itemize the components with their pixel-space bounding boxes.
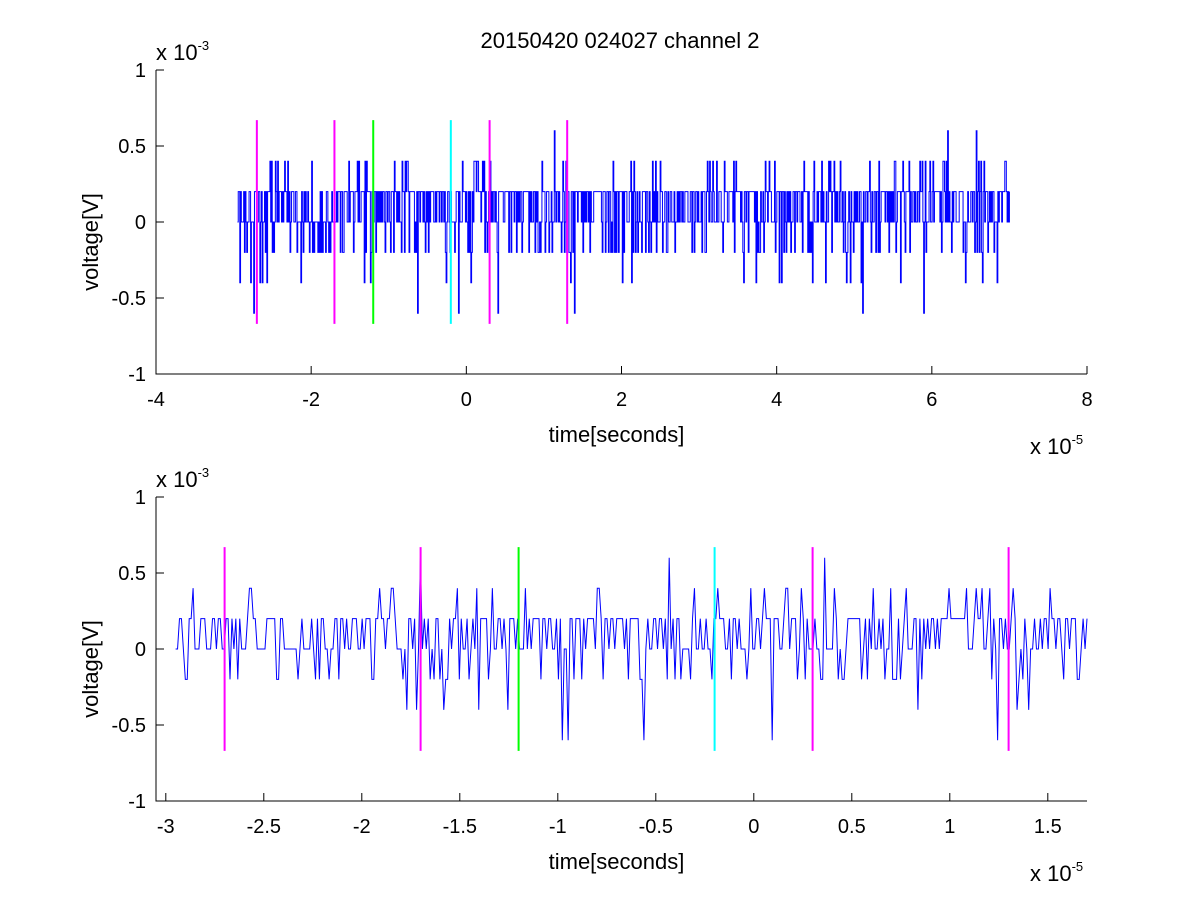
x-tick-label: -1.5	[443, 816, 477, 838]
bottom-y-axis-label: voltage[V]	[78, 620, 103, 718]
y-tick-label: -1	[128, 364, 146, 386]
x-tick-label: 1	[944, 816, 955, 838]
x-tick-label: 6	[926, 389, 937, 411]
top-markers-layer	[255, 120, 569, 324]
bottom-signal-layer	[175, 557, 1088, 741]
y-tick-label: -0.5	[112, 715, 146, 737]
bottom-markers-layer	[223, 547, 1010, 751]
top-x-axis-label: time[seconds]	[549, 422, 685, 447]
y-tick-label: 1	[135, 487, 146, 509]
bottom-y-exponent-power: -3	[198, 465, 210, 480]
signal-trace	[175, 557, 1088, 741]
x-tick-label: 0	[748, 816, 759, 838]
x-tick-label: 4	[771, 389, 782, 411]
bottom-axes: -3 -2.5 -2 -1.5 -1 -0.5 0 0.5 1 1.5 -1 -0.5 0 0.5 1 ti…	[78, 465, 1088, 886]
bottom-ticks-layer: -3 -2.5 -2 -1.5 -1 -0.5 0 0.5 1 1.5 -1 -0.5 0 0.5 1	[112, 487, 1062, 838]
top-x-exponent: x 10-5	[1030, 432, 1083, 459]
x-tick-label: -2	[302, 389, 320, 411]
x-tick-label: -4	[147, 389, 165, 411]
bottom-x-exponent-power: -5	[1072, 859, 1084, 874]
y-tick-label: -0.5	[112, 288, 146, 310]
y-tick-label: 1	[135, 60, 146, 82]
x-tick-label: 0	[461, 389, 472, 411]
bottom-x-axis-label: time[seconds]	[549, 849, 685, 874]
x-tick-label: -3	[157, 816, 175, 838]
x-tick-label: 8	[1081, 389, 1092, 411]
x-tick-label: 1.5	[1034, 816, 1062, 838]
top-y-exponent-base: x 10	[156, 40, 198, 65]
top-ticks-layer: -4 -2 0 2 4 6 8 -1 -0.5 0 0.5 1	[112, 60, 1093, 411]
top-y-exponent-power: -3	[198, 38, 210, 53]
signal-trace	[237, 130, 1010, 314]
bottom-y-exponent: x 10-3	[156, 465, 209, 492]
y-tick-label: 0	[135, 212, 146, 234]
y-tick-label: 0.5	[118, 136, 146, 158]
bottom-x-exponent-base: x 10	[1030, 861, 1072, 886]
x-tick-label: -0.5	[639, 816, 673, 838]
figure-title: 20150420 024027 channel 2	[481, 28, 760, 53]
top-axes: -4 -2 0 2 4 6 8 -1 -0.5 0 0.5 1 time[seconds] volta…	[78, 38, 1093, 459]
x-tick-label: -1	[549, 816, 567, 838]
top-signal-layer	[237, 130, 1010, 314]
top-x-exponent-power: -5	[1072, 432, 1084, 447]
bottom-y-exponent-base: x 10	[156, 467, 198, 492]
x-tick-label: 2	[616, 389, 627, 411]
top-y-axis-label: voltage[V]	[78, 193, 103, 291]
bottom-x-exponent: x 10-5	[1030, 859, 1083, 886]
x-tick-label: 0.5	[838, 816, 866, 838]
top-y-exponent: x 10-3	[156, 38, 209, 65]
x-tick-label: -2	[353, 816, 371, 838]
x-tick-label: -2.5	[247, 816, 281, 838]
y-tick-label: 0	[135, 639, 146, 661]
top-x-exponent-base: x 10	[1030, 434, 1072, 459]
y-tick-label: -1	[128, 791, 146, 813]
y-tick-label: 0.5	[118, 563, 146, 585]
